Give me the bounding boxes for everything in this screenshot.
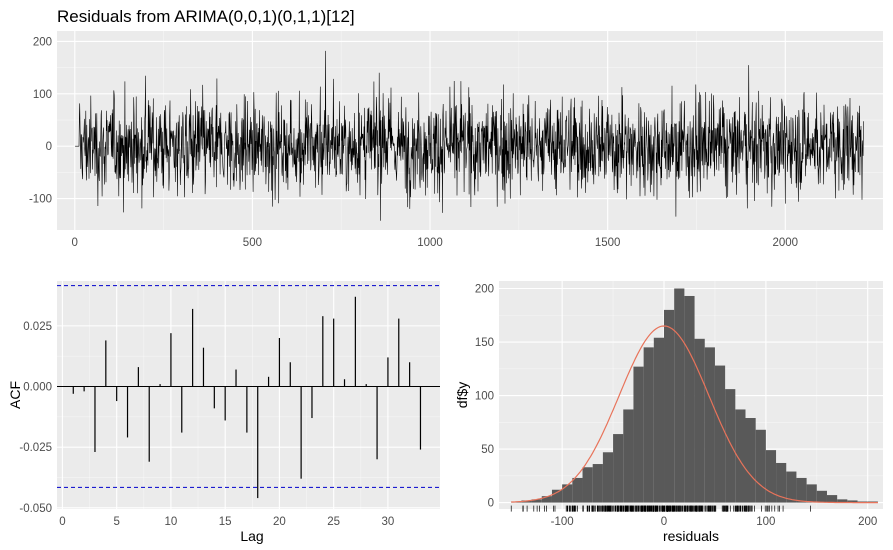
hist-bar <box>735 409 746 503</box>
hist-bar <box>816 490 827 503</box>
hist-x-tick-label: 0 <box>661 516 667 528</box>
hist-bar <box>664 309 675 503</box>
acf-tick-labels: 0 5 10 15 20 25 30 -0.050 -0.025 0.000 0.025 <box>19 321 394 528</box>
hist-bar <box>562 484 573 503</box>
hist-bar <box>837 499 848 503</box>
hist-x-axis-title: residuals <box>663 528 719 544</box>
hist-y-tick-label: 200 <box>475 283 494 295</box>
hist-bar <box>674 288 685 503</box>
hist-bar <box>551 489 563 503</box>
hist-bar <box>623 409 634 503</box>
hist-y-tick-label: 50 <box>481 444 494 456</box>
hist-bar <box>694 338 705 503</box>
ts-x-tick-label: 1000 <box>417 237 443 249</box>
hist-bar <box>806 484 817 503</box>
hist-bar <box>541 496 552 503</box>
acf-x-axis-title: Lag <box>240 528 263 544</box>
hist-bar <box>643 347 654 503</box>
hist-y-axis-title: df$y <box>454 382 470 408</box>
hist-tick-labels: -100 0 100 200 0 50 100 150 200 <box>475 283 878 528</box>
hist-bar <box>714 365 726 503</box>
acf-y-tick-label: -0.050 <box>19 503 52 515</box>
figure-title: Residuals from ARIMA(0,0,1)(0,1,1)[12] <box>57 7 355 26</box>
hist-bar <box>776 462 787 503</box>
acf-y-tick-label: 0.000 <box>23 382 52 394</box>
hist-bar <box>602 452 614 503</box>
hist-bar <box>786 471 797 503</box>
acf-x-tick-label: 10 <box>165 516 178 528</box>
acf-x-tick-label: 30 <box>382 516 395 528</box>
acf-y-tick-label: 0.025 <box>23 321 52 333</box>
ts-x-tick-label: 1500 <box>595 237 621 249</box>
hist-x-tick-label: 200 <box>858 516 877 528</box>
acf-panel-background <box>57 281 440 509</box>
ts-x-tick-label: 0 <box>72 237 78 249</box>
hist-bar <box>633 366 644 503</box>
rug-marks <box>510 505 811 512</box>
hist-bars <box>511 288 878 503</box>
ts-tick-labels: 0 500 1000 1500 2000 -100 0 100 200 <box>29 36 798 249</box>
hist-bar <box>796 477 807 503</box>
density-curve <box>511 325 878 504</box>
ts-x-tick-label: 500 <box>243 237 262 249</box>
hist-bar <box>704 347 715 503</box>
hist-bar <box>765 450 777 503</box>
ts-x-tick-label: 2000 <box>773 237 799 249</box>
acf-x-tick-label: 0 <box>59 516 65 528</box>
hist-bar <box>745 418 756 503</box>
acf-spikes <box>57 285 440 499</box>
hist-y-tick-label: 100 <box>475 391 494 403</box>
hist-bar <box>755 429 766 503</box>
hist-bar <box>572 477 583 503</box>
acf-x-tick-label: 15 <box>219 516 232 528</box>
hist-bar <box>653 337 665 503</box>
hist-y-tick-label: 150 <box>475 337 494 349</box>
ts-y-tick-label: 100 <box>33 89 52 101</box>
hist-y-tick-label: 0 <box>488 498 494 510</box>
acf-x-tick-label: 5 <box>113 516 119 528</box>
hist-bar <box>531 499 542 503</box>
hist-bar <box>847 500 858 503</box>
hist-bar <box>826 495 838 503</box>
residuals-series-line <box>75 50 864 221</box>
acf-chart: 0 5 10 15 20 25 30 -0.050 -0.025 0.000 0.025 ACF L… <box>7 281 440 544</box>
acf-x-tick-label: 25 <box>327 516 340 528</box>
hist-bar <box>582 467 593 503</box>
hist-bar <box>684 295 695 503</box>
ts-y-tick-label: 200 <box>33 36 52 48</box>
hist-x-tick-label: 100 <box>756 516 775 528</box>
hist-bar <box>613 434 624 503</box>
acf-y-axis-title: ACF <box>7 381 23 409</box>
hist-bar <box>725 389 736 503</box>
ts-y-tick-label: 0 <box>46 141 52 153</box>
ts-y-tick-label: -100 <box>29 194 52 206</box>
acf-x-tick-label: 20 <box>273 516 286 528</box>
histogram-chart: -100 0 100 200 0 50 100 150 200 df$y residuals <box>454 281 883 544</box>
acf-y-tick-label: -0.025 <box>19 442 52 454</box>
residuals-line-chart: 0 500 1000 1500 2000 -100 0 100 200 <box>29 31 883 249</box>
hist-bar <box>592 464 603 503</box>
hist-x-tick-label: -100 <box>551 516 574 528</box>
